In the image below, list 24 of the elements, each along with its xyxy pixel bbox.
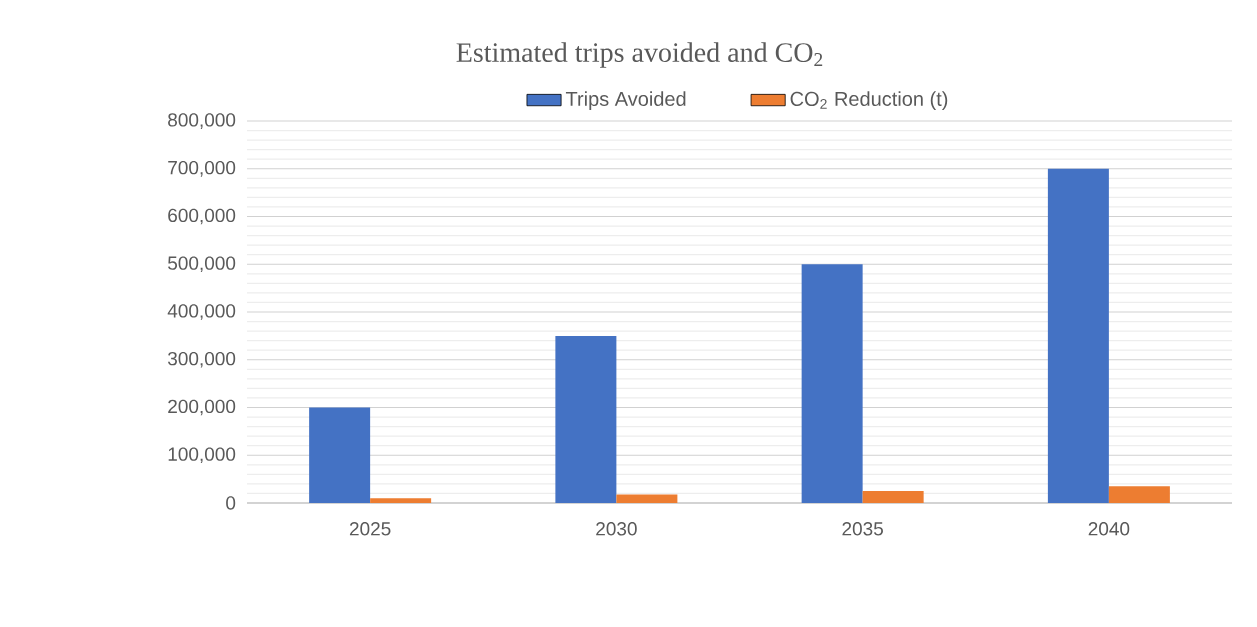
bar — [1047, 168, 1109, 503]
y-tick-label: 0 — [226, 496, 236, 510]
y-tick-label: 200,000 — [168, 399, 236, 416]
bar — [862, 491, 924, 503]
y-tick-label: 400,000 — [167, 304, 236, 320]
x-tick-label: 2030 — [596, 522, 637, 536]
legend-label: Trips Avoided — [565, 91, 686, 110]
y-tick-label: 800,000 — [168, 113, 236, 129]
x-tick-label: 2040 — [1088, 522, 1130, 536]
y-tick-label: 700,000 — [168, 160, 236, 177]
x-tick-label: 2035 — [842, 522, 883, 536]
y-tick-label: 100,000 — [168, 447, 236, 464]
bar — [616, 494, 678, 503]
bar — [309, 407, 371, 503]
legend-label: CO$_{2}$ Reduction (t) — [790, 91, 948, 110]
bar — [370, 498, 432, 503]
bar — [801, 264, 863, 503]
y-tick-label: 300,000 — [167, 351, 236, 368]
bar — [1108, 486, 1170, 503]
chart-title: Estimated trips avoided and CO$_{2}$ — [456, 42, 823, 68]
x-tick-label: 2025 — [349, 522, 391, 536]
bar — [555, 335, 617, 503]
y-tick-label: 600,000 — [168, 208, 236, 225]
y-tick-label: 500,000 — [168, 256, 236, 273]
